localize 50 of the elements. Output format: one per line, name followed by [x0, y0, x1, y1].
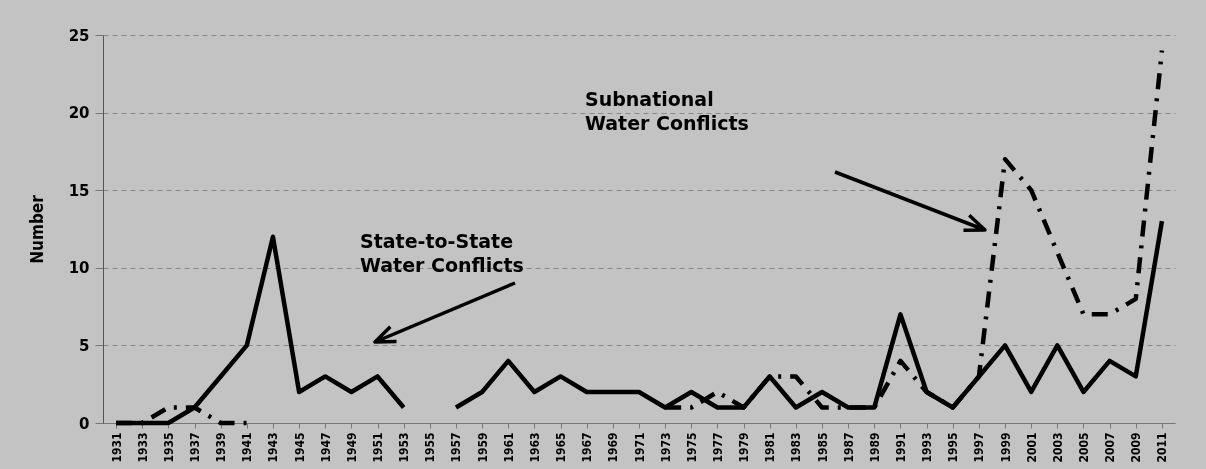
x-tick-label: 1957: [449, 432, 464, 463]
x-tick-label: 1945: [292, 432, 307, 463]
y-tick-label: 0: [79, 414, 90, 433]
annotation: Subnational Water Conflicts: [585, 88, 749, 134]
x-tick-label: 1987: [841, 432, 856, 463]
x-tick-label: 1943: [266, 432, 281, 463]
x-tick-label: 1973: [658, 432, 673, 463]
x-tick-label: 1965: [554, 432, 569, 463]
x-tick-label: 1939: [214, 432, 229, 463]
x-tick-label: 1953: [397, 432, 412, 463]
x-tick-label: 2001: [1024, 432, 1039, 463]
x-tick-label: 1959: [475, 432, 490, 463]
x-tick-label: 1941: [240, 432, 255, 463]
y-axis-title: Number: [26, 194, 47, 264]
x-tick-label: 1977: [710, 432, 725, 463]
x-tick-label: 1937: [188, 432, 203, 463]
x-tick-label: 1969: [606, 432, 621, 463]
x-tick-label: 1971: [632, 432, 647, 463]
x-tick-label: 2011: [1155, 432, 1170, 463]
y-tick-label: 10: [68, 259, 90, 278]
x-tick-label: 1961: [501, 432, 516, 463]
x-tick-label: 1951: [371, 432, 386, 463]
x-tick-label: 2007: [1103, 432, 1118, 463]
x-tick-label: 1955: [423, 432, 438, 463]
x-tick-label: 1949: [344, 432, 359, 463]
x-tick-label: 1975: [684, 432, 699, 463]
x-tick-label: 1963: [527, 432, 542, 463]
x-tick-label: 1967: [580, 432, 595, 463]
x-tick-label: 2009: [1129, 432, 1144, 463]
x-tick-label: 1981: [763, 432, 778, 463]
x-tick-label: 1993: [920, 432, 935, 463]
x-tick-label: 1979: [737, 432, 752, 463]
x-tick-label: 1933: [135, 432, 150, 463]
y-tick-label: 25: [68, 26, 90, 45]
y-tick-label: 5: [79, 336, 90, 355]
x-tick-label: 1991: [893, 432, 908, 463]
x-tick-label: 1995: [946, 432, 961, 463]
y-tick-label: 20: [68, 104, 90, 123]
x-tick-label: 1983: [789, 432, 804, 463]
x-tick-label: 1989: [867, 432, 882, 463]
x-tick-label: 1935: [161, 432, 176, 463]
x-tick-label: 1931: [109, 432, 124, 463]
x-tick-label: 1999: [998, 432, 1013, 463]
x-tick-label: 1997: [972, 432, 987, 463]
x-tick-label: 1947: [318, 432, 333, 463]
x-tick-label: 2005: [1076, 432, 1091, 463]
x-tick-label: 1985: [815, 432, 830, 463]
x-tick-label: 2003: [1050, 432, 1065, 463]
annotation: State-to-State Water Conflicts: [360, 230, 524, 276]
y-tick-label: 15: [68, 181, 90, 200]
